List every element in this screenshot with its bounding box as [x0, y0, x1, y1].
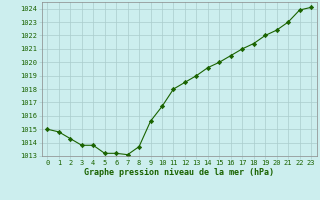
X-axis label: Graphe pression niveau de la mer (hPa): Graphe pression niveau de la mer (hPa)	[84, 168, 274, 177]
